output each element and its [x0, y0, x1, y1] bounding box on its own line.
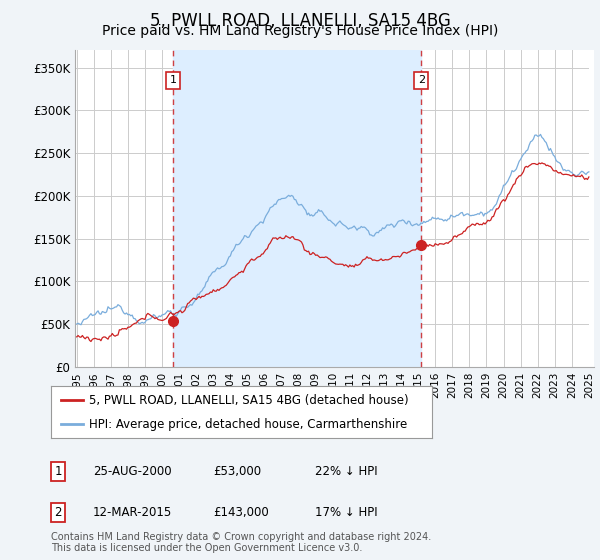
Text: 2: 2	[418, 76, 425, 86]
Text: £143,000: £143,000	[213, 506, 269, 519]
Text: 2: 2	[55, 506, 62, 519]
Text: Price paid vs. HM Land Registry's House Price Index (HPI): Price paid vs. HM Land Registry's House …	[102, 24, 498, 38]
Text: 1: 1	[55, 465, 62, 478]
Text: 22% ↓ HPI: 22% ↓ HPI	[315, 465, 377, 478]
Text: 25-AUG-2000: 25-AUG-2000	[93, 465, 172, 478]
Text: 5, PWLL ROAD, LLANELLI, SA15 4BG (detached house): 5, PWLL ROAD, LLANELLI, SA15 4BG (detach…	[89, 394, 409, 407]
Text: 17% ↓ HPI: 17% ↓ HPI	[315, 506, 377, 519]
Bar	[589, 50, 600, 367]
Text: 1: 1	[170, 76, 176, 86]
Text: £53,000: £53,000	[213, 465, 261, 478]
Text: HPI: Average price, detached house, Carmarthenshire: HPI: Average price, detached house, Carm…	[89, 418, 407, 431]
Bar	[173, 50, 421, 367]
Text: 5, PWLL ROAD, LLANELLI, SA15 4BG: 5, PWLL ROAD, LLANELLI, SA15 4BG	[149, 12, 451, 30]
Text: 12-MAR-2015: 12-MAR-2015	[93, 506, 172, 519]
Text: Contains HM Land Registry data © Crown copyright and database right 2024.
This d: Contains HM Land Registry data © Crown c…	[51, 531, 431, 553]
